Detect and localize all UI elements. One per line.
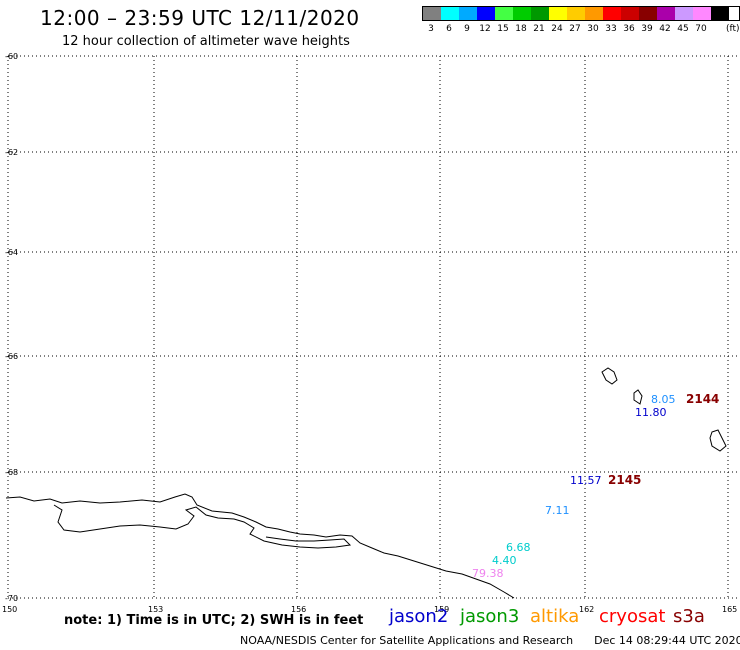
legend-label: 39 [641,24,653,34]
legend-label: 15 [497,24,509,34]
legend-swatch [477,7,495,20]
legend-swatch [423,7,441,20]
island-2 [633,389,643,405]
legend-label: 9 [464,24,470,34]
lat-label: -62 [5,148,18,157]
footer-credit: NOAA/NESDIS Center for Satellite Applica… [240,634,740,647]
pass-time-tag: 2144 [686,392,719,406]
legend-label: 45 [677,24,689,34]
lon-label: 153 [148,605,163,614]
legend-swatch [585,7,603,20]
legend-swatch [639,7,657,20]
map-title: 12:00 – 23:59 UTC 12/11/2020 [40,6,360,30]
footer-timestamp: Dec 14 08:29:44 UTC 2020 [594,634,740,647]
wave-height-value: 11.57 [570,474,602,487]
wave-height-value: 8.05 [651,393,676,406]
legend-swatch [603,7,621,20]
wave-height-value: 11.80 [635,406,667,419]
legend-swatch [459,7,477,20]
legend-unit: (ft) [726,24,740,34]
map-subtitle: 12 hour collection of altimeter wave hei… [62,34,350,49]
units-note: note: 1) Time is in UTC; 2) SWH is in fe… [64,613,364,628]
graticule-grid [7,55,740,600]
legend-label: 33 [605,24,617,34]
legend-label: 18 [515,24,527,34]
pass-time-tag: 2145 [608,473,641,487]
antarctic-coastline [5,493,515,599]
wave-height-value: 4.40 [492,554,517,567]
satellite-cryosat: cryosat [599,606,666,627]
legend-label: 36 [623,24,635,34]
color-legend: 3 6 9 12 15 18 21 24 27 30 33 36 39 42 45 70 (ft) [422,6,740,34]
legend-label: 6 [446,24,452,34]
wave-height-value: 6.68 [506,541,531,554]
lat-label: -68 [5,468,18,477]
coastline [5,367,727,599]
legend-label: 42 [659,24,671,34]
legend-label: 21 [533,24,545,34]
footer-agency: NOAA/NESDIS Center for Satellite Applica… [240,634,574,647]
legend-swatch [711,7,729,20]
legend-swatch [531,7,549,20]
wave-height-value: 79.38 [472,567,504,580]
island-3 [709,429,727,452]
lat-label: -66 [5,352,18,361]
legend-labels: 3 6 9 12 15 18 21 24 27 30 33 36 39 42 45 70 (ft) [422,24,740,34]
legend-label: 24 [551,24,563,34]
lat-label: -64 [5,248,18,257]
satellite-s3a: s3a [673,606,705,627]
island-1 [601,367,618,385]
lat-label: -70 [5,594,18,603]
lon-label: 159 [434,605,449,614]
ice-shelf-outline [53,504,352,549]
legend-label: 12 [479,24,491,34]
legend-label: 70 [695,24,707,34]
legend-swatch [513,7,531,20]
legend-swatch [549,7,567,20]
lon-label: 150 [2,605,17,614]
legend-swatch [495,7,513,20]
legend-label: 30 [587,24,599,34]
legend-swatch [657,7,675,20]
legend-swatch [675,7,693,20]
axis-tick-labels: -60 -62 -64 -66 -68 -70 150 153 156 159 162 165 [2,52,737,614]
lon-label: 156 [291,605,306,614]
satellite-jason2: jason2 [389,606,449,627]
satellite-jason3: jason3 [460,606,520,627]
legend-swatch [441,7,459,20]
legend-swatch [567,7,585,20]
satellite-altika: altika [530,606,580,627]
lat-label: -60 [5,52,18,61]
legend-label: 3 [428,24,434,34]
legend-swatch [693,7,711,20]
legend-swatches [422,6,740,21]
legend-label: 27 [569,24,581,34]
legend-swatch [621,7,639,20]
lon-label: 162 [579,605,594,614]
pass-time-tags: 2144 2145 [608,392,719,487]
wave-height-value: 7.11 [545,504,570,517]
lon-label: 165 [722,605,737,614]
